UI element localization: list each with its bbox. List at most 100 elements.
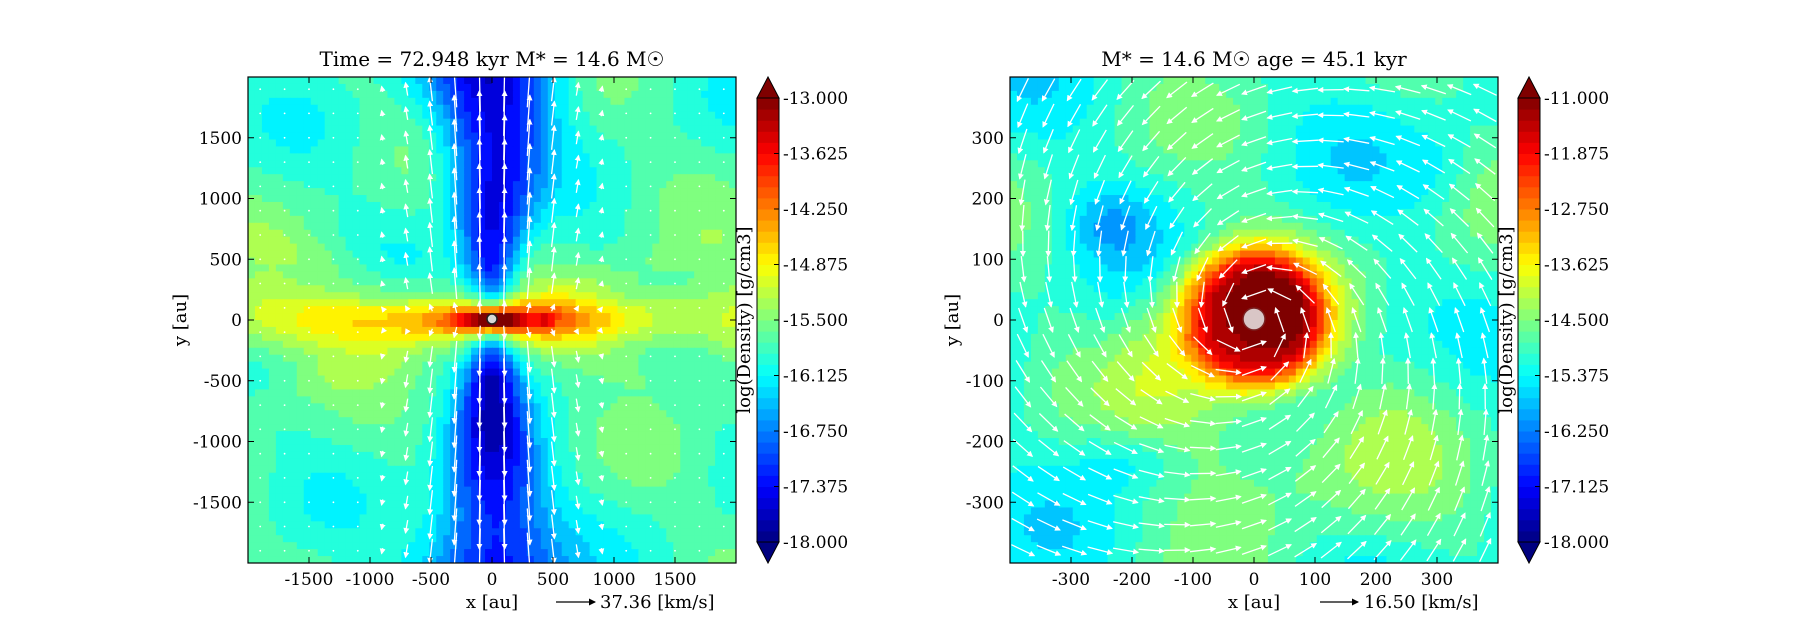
density-cell [373,424,382,432]
density-cell [338,382,347,391]
density-cell [331,549,340,557]
density-cell [561,382,570,391]
density-cell [645,236,653,245]
density-cell [533,424,542,432]
velocity-arrow [574,495,581,510]
density-cell [519,333,528,342]
density-cell [387,146,395,154]
density-cell [519,458,528,467]
density-cell [485,153,493,161]
density-cell [492,83,500,92]
density-cell [603,153,612,161]
density-cell [498,451,507,460]
density-cell [345,306,354,314]
density-cell [666,424,674,432]
density-cell [310,500,319,509]
density-cell [652,139,660,148]
density-cell [345,90,354,99]
density-cell [638,201,646,210]
density-cell [617,271,626,279]
density-cell [415,493,423,502]
density-cell [708,90,716,99]
density-cell [338,417,347,425]
density-cell [303,410,312,418]
density-cell [254,222,263,231]
density-cell [387,320,395,328]
density-cell [603,167,612,175]
density-cell [359,167,368,175]
density-cell [275,347,284,356]
density-cell [352,549,361,557]
density-cell [345,118,354,127]
density-cell [380,465,389,474]
density-cell [526,535,535,543]
density-cell [310,368,319,377]
density-cell [380,542,389,550]
density-cell [722,347,730,356]
density-cell [722,472,730,481]
density-cell [436,181,444,189]
density-cell [401,222,409,231]
density-cell [687,431,695,439]
density-cell [645,313,653,321]
density-cell [492,479,500,488]
density-cell [303,444,312,453]
density-cell [436,306,444,314]
density-cell [666,257,674,266]
density-cell [519,132,528,141]
density-cell [443,465,451,474]
density-cell [338,215,347,224]
density-cell [248,188,256,196]
density-cell [715,118,723,127]
density-cell [617,306,626,314]
density-cell [498,174,507,182]
density-cell [282,111,291,120]
density-cell [268,229,277,238]
density-cell [331,556,340,563]
density-cell [617,132,626,141]
density-cell [352,83,361,92]
density-cell [387,326,395,335]
density-cell [715,347,723,356]
density-cell [275,97,284,106]
density-cell [519,278,528,286]
density-cell [429,90,437,99]
density-cell [443,201,451,210]
density-cell [254,111,263,120]
density-cell [352,340,361,349]
density-cell [254,354,263,363]
density-cell [485,188,493,196]
density-cell [603,97,612,106]
density-cell [310,153,319,161]
density-cell [722,167,730,175]
density-cell [708,320,716,328]
density-cell [248,479,256,488]
density-cell [533,77,542,85]
density-cell [729,514,736,522]
density-cell [464,535,472,543]
density-cell [268,507,277,515]
density-cell [394,111,402,120]
density-cell [352,382,361,391]
density-cell [317,472,326,481]
density-cell [401,493,409,502]
density-cell [331,333,340,342]
density-cell [464,153,472,161]
density-cell [659,257,667,266]
density-cell [652,542,660,550]
density-cell [603,201,612,210]
density-cell [694,292,702,300]
density-cell [408,285,416,293]
density-cell [471,438,479,446]
density-cell [478,146,486,154]
density-cell [422,125,430,134]
density-cell [422,542,430,550]
density-cell [373,431,382,439]
density-cell [394,139,402,148]
density-cell [610,451,619,460]
density-cell [673,160,681,168]
density-cell [715,403,723,411]
density-cell [261,146,270,154]
density-cell [331,90,340,99]
density-cell [268,549,277,557]
